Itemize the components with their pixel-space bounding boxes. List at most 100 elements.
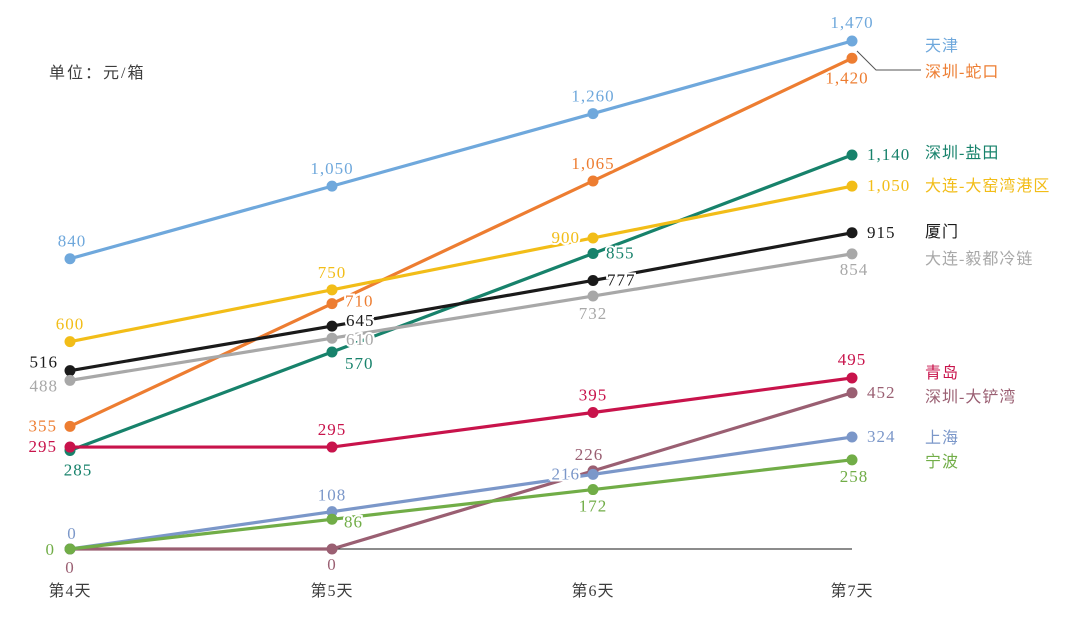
- value-label: 1,065: [571, 154, 614, 173]
- value-label: 295: [318, 420, 347, 439]
- value-label: 395: [579, 385, 608, 404]
- value-label: 172: [579, 497, 608, 516]
- data-point: [846, 35, 858, 47]
- data-point: [587, 108, 599, 120]
- data-point: [587, 484, 599, 496]
- value-label: 854: [840, 260, 869, 279]
- x-axis-label: 第6天: [571, 582, 614, 600]
- data-point: [326, 506, 338, 518]
- value-label: 285: [64, 461, 93, 480]
- legend-leader-line: [856, 50, 921, 71]
- value-label: 600: [56, 315, 85, 334]
- value-label: 108: [318, 486, 347, 505]
- data-point: [846, 149, 858, 161]
- unit-label: 单位：元/箱: [49, 65, 146, 82]
- legend-label: 上海: [925, 429, 959, 447]
- x-axis-label: 第5天: [310, 582, 353, 600]
- value-label: 855: [606, 244, 635, 263]
- value-label: 258: [840, 467, 869, 486]
- value-label: 0: [46, 540, 56, 559]
- value-label: 0: [65, 558, 75, 577]
- value-label: 610: [346, 330, 375, 349]
- value-label: 915: [867, 223, 896, 242]
- legend-label: 深圳-大铲湾: [925, 388, 1016, 406]
- data-point: [846, 52, 858, 64]
- data-point: [587, 290, 599, 302]
- series-line: [68, 376, 854, 449]
- value-label: 226: [575, 445, 604, 464]
- data-point: [587, 175, 599, 187]
- data-point: [64, 441, 76, 453]
- data-point: [326, 298, 338, 310]
- data-point: [326, 320, 338, 332]
- legend-label: 深圳-盐田: [925, 144, 999, 162]
- data-point: [326, 284, 338, 296]
- data-point: [326, 441, 338, 453]
- data-point: [64, 253, 76, 265]
- legend-label: 天津: [925, 37, 959, 55]
- value-label: 570: [345, 354, 374, 373]
- value-label: 900: [552, 228, 581, 247]
- data-point: [587, 274, 599, 286]
- series-line: [68, 458, 854, 551]
- x-axis-label: 第4天: [48, 582, 91, 600]
- value-label: 1,420: [825, 68, 868, 87]
- value-label: 452: [867, 383, 896, 402]
- data-point: [846, 431, 858, 443]
- legend-label: 深圳-蛇口: [925, 63, 999, 81]
- value-label: 355: [29, 416, 58, 435]
- legend-label: 宁波: [925, 453, 959, 471]
- value-label: 1,140: [867, 145, 910, 164]
- value-label: 1,050: [310, 159, 353, 178]
- legend-label: 厦门: [925, 223, 959, 241]
- value-label: 840: [58, 232, 87, 251]
- series-line: [68, 252, 854, 382]
- data-point: [64, 336, 76, 348]
- series-line: [68, 39, 854, 261]
- series-line: [68, 391, 854, 551]
- value-label: 1,470: [830, 13, 873, 32]
- data-point: [64, 365, 76, 377]
- value-label: 495: [838, 350, 867, 369]
- data-point: [587, 406, 599, 418]
- data-point: [326, 543, 338, 555]
- value-label: 750: [318, 263, 347, 282]
- x-axis-label: 第7天: [830, 582, 873, 600]
- data-point: [846, 372, 858, 384]
- data-point: [587, 248, 599, 260]
- data-point: [846, 387, 858, 399]
- value-label: 324: [867, 427, 896, 446]
- data-point: [326, 513, 338, 525]
- value-label: 1,050: [867, 176, 910, 195]
- data-point: [64, 420, 76, 432]
- value-label: 710: [345, 292, 374, 311]
- data-point: [846, 248, 858, 260]
- data-point: [326, 332, 338, 344]
- data-point: [846, 227, 858, 239]
- legend-label: 大连-毅都冷链: [925, 250, 1033, 268]
- series-line: [68, 231, 854, 373]
- value-label: 216: [552, 464, 581, 483]
- series-line: [68, 56, 854, 428]
- legend-label: 青岛: [925, 364, 959, 382]
- value-label: 645: [346, 311, 375, 330]
- data-point: [64, 543, 76, 555]
- value-label: 0: [67, 524, 77, 543]
- data-point: [326, 346, 338, 358]
- data-point: [587, 468, 599, 480]
- value-label: 516: [30, 353, 59, 372]
- value-label: 488: [30, 376, 59, 395]
- value-label: 0: [327, 555, 337, 574]
- value-label: 732: [579, 304, 608, 323]
- value-label: 295: [29, 437, 58, 456]
- data-point: [846, 180, 858, 192]
- legend-label: 大连-大窑湾港区: [925, 177, 1050, 195]
- value-label: 777: [607, 270, 636, 289]
- data-point: [846, 454, 858, 466]
- value-label: 86: [344, 512, 363, 531]
- series-line: [68, 435, 854, 551]
- data-point: [587, 232, 599, 244]
- data-point: [326, 180, 338, 192]
